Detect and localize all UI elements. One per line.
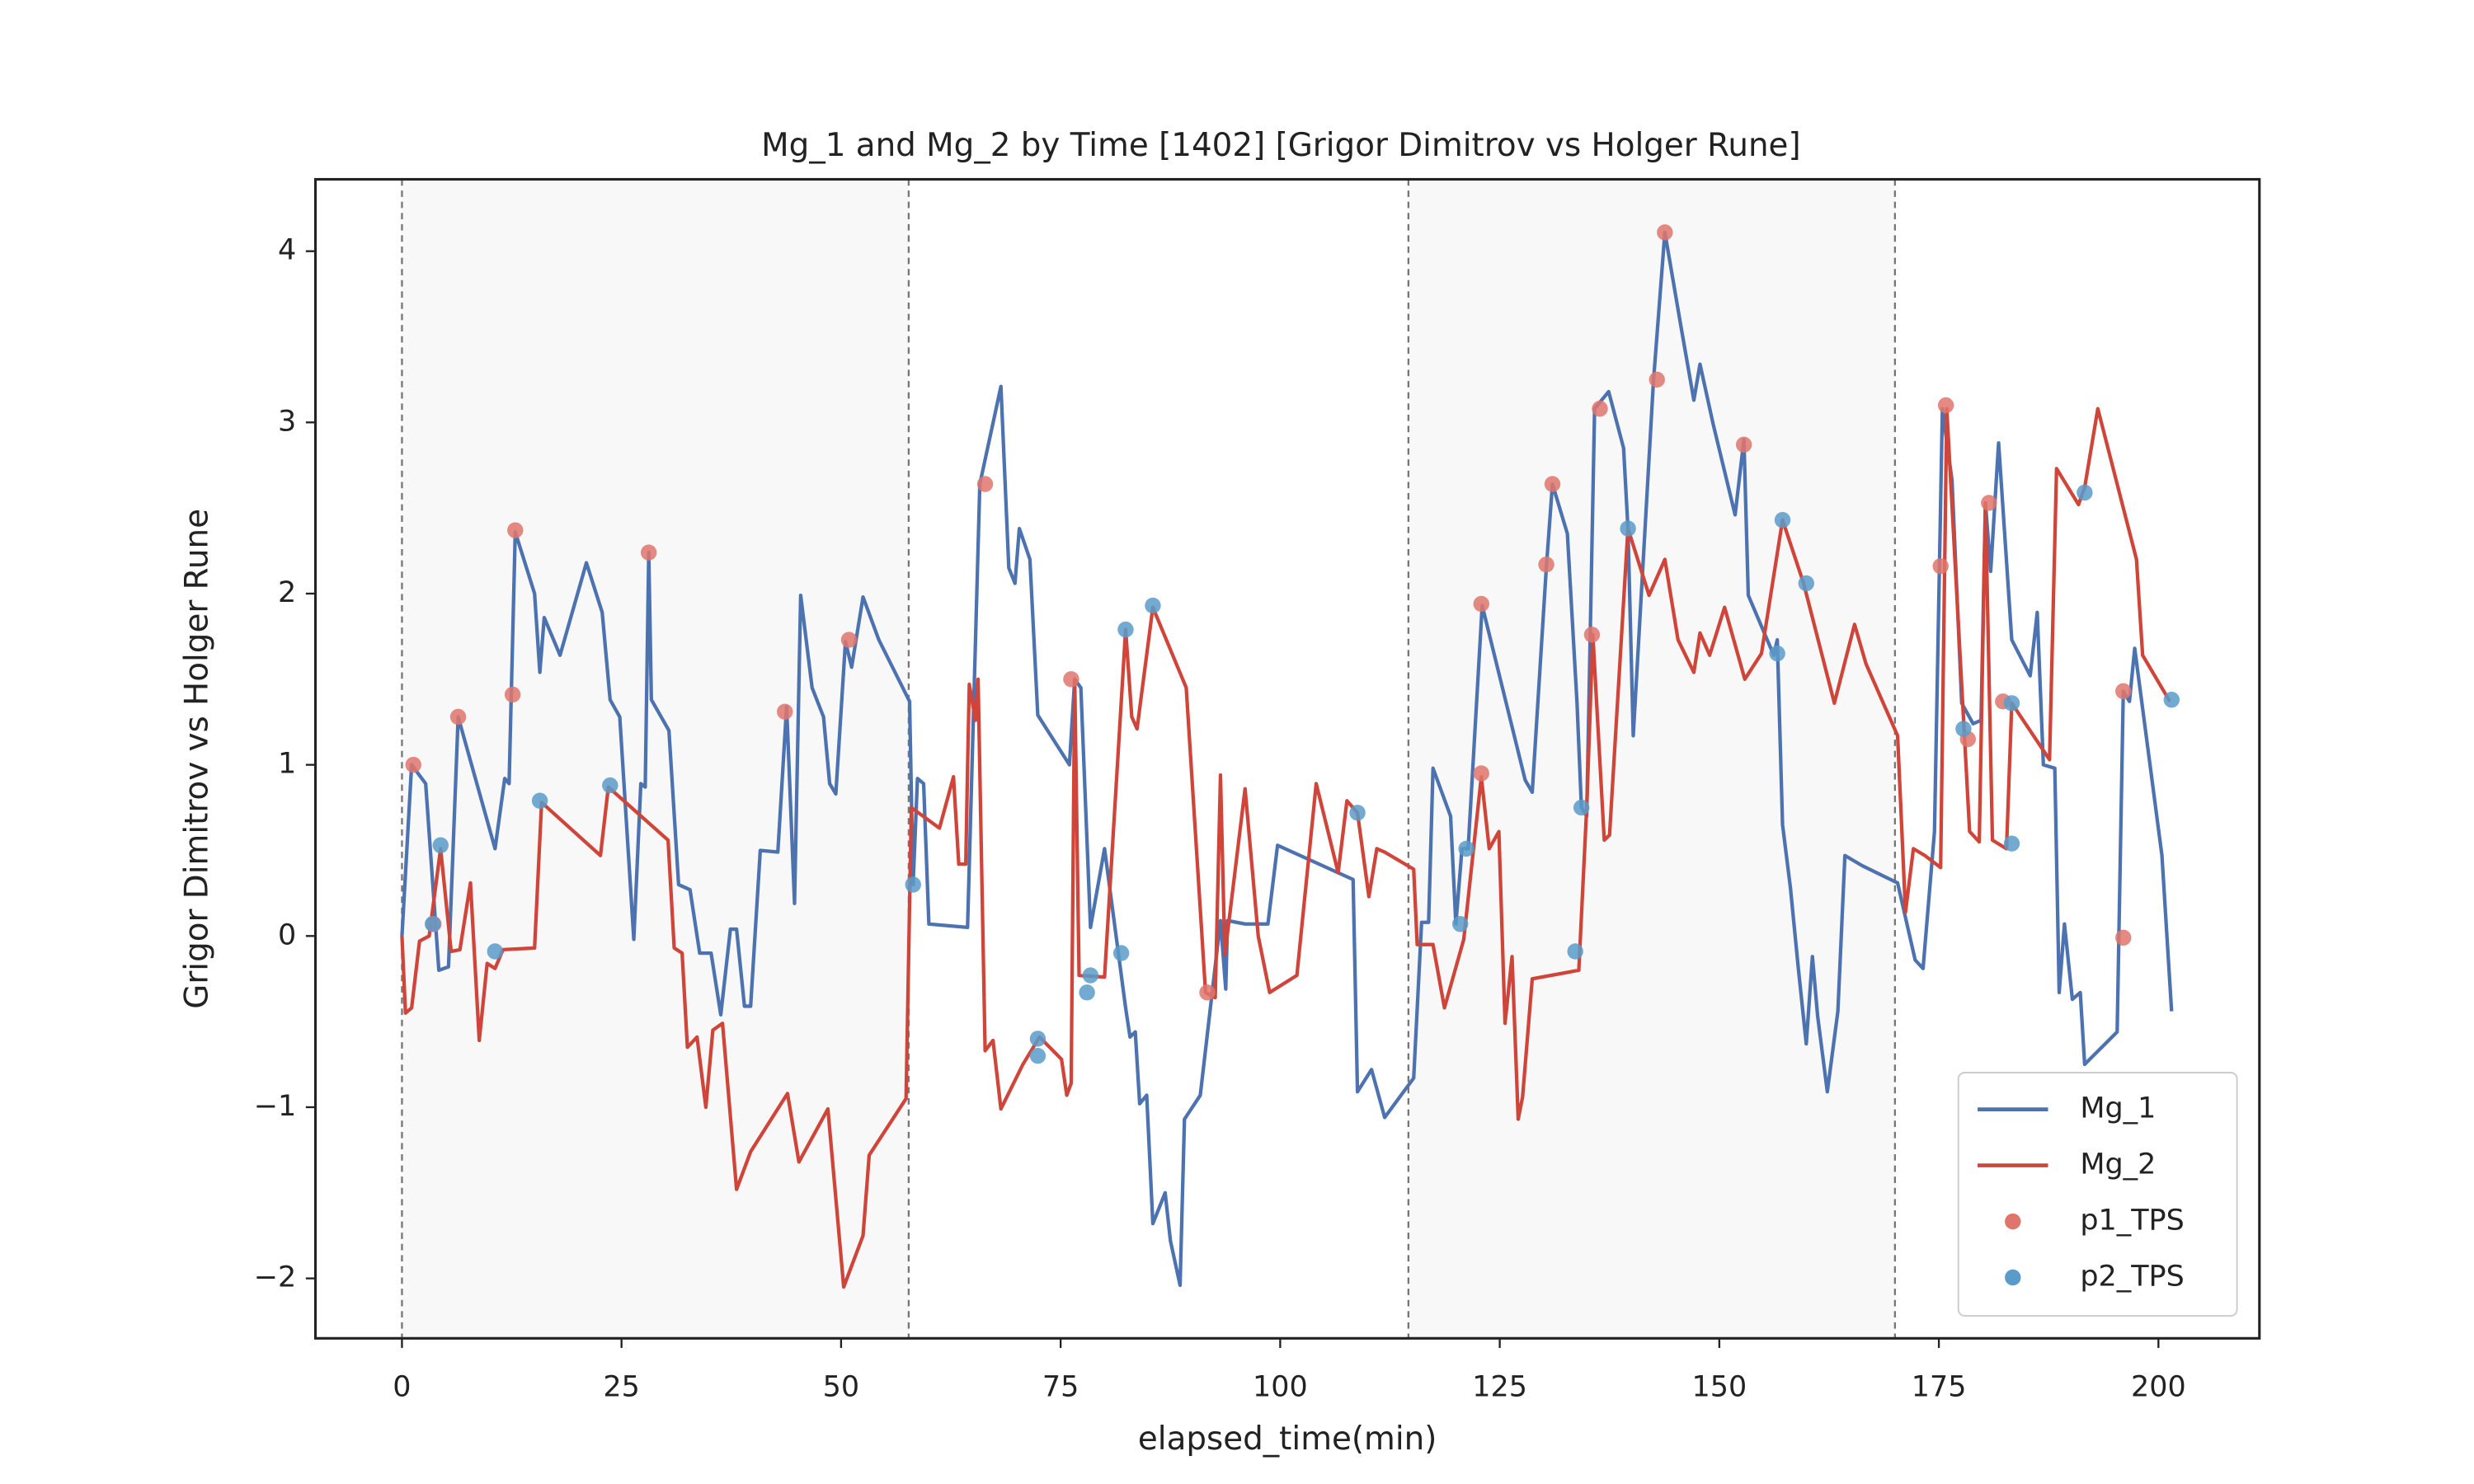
legend-box <box>1957 1072 2238 1317</box>
data-point <box>777 703 793 720</box>
data-point <box>504 686 521 703</box>
data-point <box>1451 916 1469 932</box>
data-point <box>905 876 921 893</box>
data-point <box>405 756 421 773</box>
data-point <box>424 916 441 932</box>
y-axis-label: Grigor Dimitrov vs Holger Rune <box>178 509 215 1009</box>
data-point <box>1199 984 1216 1001</box>
data-point <box>1082 967 1099 984</box>
data-point <box>1937 397 1954 414</box>
data-point <box>2003 835 2020 852</box>
data-point <box>2115 929 2132 946</box>
y-tick-label: 3 <box>278 405 296 438</box>
x-tick-label: 25 <box>603 1370 639 1403</box>
shaded-span <box>402 179 909 1339</box>
data-point <box>2077 484 2093 501</box>
x-tick-label: 200 <box>2131 1370 2186 1403</box>
x-tick-label: 125 <box>1472 1370 1527 1403</box>
data-point <box>1458 840 1475 857</box>
x-tick-label: 0 <box>393 1370 411 1403</box>
y-tick-label: 0 <box>278 918 296 951</box>
data-point <box>1592 401 1608 417</box>
data-point <box>2003 695 2020 711</box>
y-tick-label: −1 <box>254 1090 297 1123</box>
data-point <box>840 632 858 648</box>
data-point <box>1735 436 1752 453</box>
data-point <box>1117 621 1134 638</box>
data-point <box>1583 627 1601 643</box>
legend-label: p2_TPS <box>2080 1261 2184 1294</box>
data-point <box>1774 512 1791 528</box>
shaded-span <box>1408 179 1895 1339</box>
x-tick-label: 150 <box>1692 1370 1747 1403</box>
x-tick-label: 100 <box>1253 1370 1308 1403</box>
data-line <box>400 406 2172 1289</box>
data-point <box>1473 595 1489 613</box>
data-point <box>640 544 657 561</box>
data-point <box>1112 945 1130 961</box>
data-point <box>507 522 524 538</box>
data-point <box>1769 645 1785 662</box>
data-point <box>1981 495 1997 511</box>
data-point <box>1538 556 1554 573</box>
legend-swatch <box>2005 1269 2021 1286</box>
legend-label: p1_TPS <box>2080 1205 2184 1237</box>
data-point <box>432 837 449 853</box>
chart-title: Mg_1 and Mg_2 by Time [1402] [Grigor Dim… <box>761 127 1800 164</box>
x-tick-label: 75 <box>1042 1370 1079 1403</box>
x-tick-label: 50 <box>823 1370 859 1403</box>
legend-swatch <box>2005 1213 2021 1230</box>
data-point <box>2163 692 2180 708</box>
data-point <box>2115 683 2132 700</box>
data-point <box>1798 575 1814 592</box>
data-point <box>531 792 548 809</box>
plot-frame <box>313 177 2261 1340</box>
data-point <box>1567 943 1583 960</box>
data-point <box>1145 597 1161 614</box>
data-point <box>1932 558 1949 575</box>
data-point <box>1544 476 1561 492</box>
data-point <box>976 476 994 492</box>
data-point <box>1063 671 1079 688</box>
data-point <box>1079 984 1095 1001</box>
data-point <box>602 777 618 794</box>
y-tick-label: 2 <box>278 576 296 609</box>
data-point <box>1573 799 1590 816</box>
x-tick-label: 175 <box>1912 1370 1967 1403</box>
data-point <box>1029 1047 1047 1064</box>
legend-label: Mg_1 <box>2080 1092 2156 1125</box>
data-point <box>1473 765 1489 782</box>
y-tick-label: 4 <box>278 234 296 267</box>
y-tick-label: 1 <box>278 748 296 781</box>
data-point <box>1657 224 1673 241</box>
legend-label: Mg_2 <box>2080 1148 2156 1181</box>
y-tick-label: −2 <box>254 1261 297 1294</box>
legend: Mg_1 Mg_2 p1_TPS p2_TPS <box>1957 1072 2238 1317</box>
x-axis-label: elapsed_time(min) <box>1138 1421 1437 1458</box>
data-point <box>449 708 467 726</box>
data-point <box>1649 371 1665 388</box>
data-point <box>1955 721 1972 737</box>
data-point <box>1349 805 1366 821</box>
data-point <box>487 943 504 960</box>
data-point <box>1620 520 1636 537</box>
data-point <box>1029 1031 1047 1047</box>
